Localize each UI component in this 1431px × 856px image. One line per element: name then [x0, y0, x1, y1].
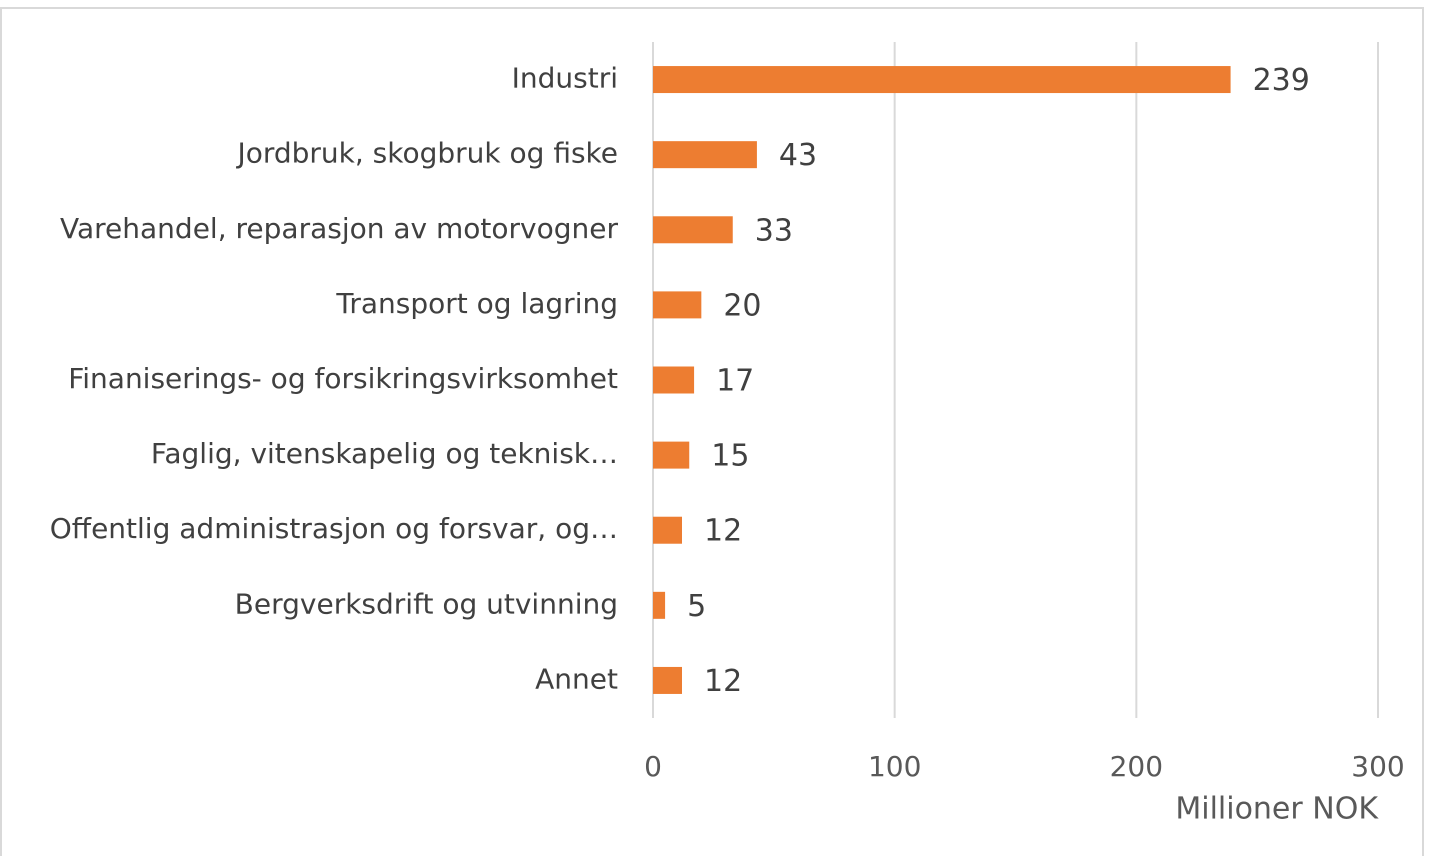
- y-tick-label: Industri: [512, 62, 618, 95]
- bar: [653, 591, 666, 619]
- data-label: 239: [1253, 63, 1310, 98]
- y-tick-label: Finaniserings- og forsikringsvirksomhet: [68, 362, 618, 395]
- chart-border: [0, 7, 1424, 856]
- bar: [653, 366, 695, 394]
- data-label: 33: [755, 213, 793, 248]
- data-label: 12: [704, 664, 742, 699]
- data-label: 5: [687, 589, 706, 624]
- data-label: 12: [704, 514, 742, 549]
- x-tick-label: 300: [1351, 750, 1404, 783]
- y-tick-label: Bergverksdrift og utvinning: [235, 587, 618, 620]
- y-tick-label: Annet: [535, 662, 618, 695]
- x-tick-label: 200: [1110, 750, 1163, 783]
- y-tick-label: Offentlig administrasjon og forsvar, og…: [50, 512, 618, 545]
- bar: [653, 66, 1231, 94]
- data-label: 43: [779, 138, 817, 173]
- data-label: 17: [716, 364, 754, 399]
- x-tick-label: 100: [868, 750, 921, 783]
- bar: [653, 291, 702, 319]
- y-tick-label: Faglig, vitenskapelig og teknisk…: [151, 437, 618, 470]
- x-axis-title: Millioner NOK: [1175, 792, 1379, 827]
- bar: [653, 516, 682, 544]
- data-label: 20: [723, 288, 761, 323]
- bar: [653, 441, 690, 469]
- y-tick-label: Varehandel, reparasjon av motorvogner: [60, 212, 618, 245]
- bar: [653, 666, 682, 694]
- bar: [653, 216, 733, 244]
- data-label: 15: [711, 439, 749, 474]
- y-tick-label: Transport og lagring: [335, 287, 618, 320]
- bar: [653, 141, 757, 169]
- y-tick-label: Jordbruk, skogbruk og fiske: [235, 137, 618, 170]
- x-tick-label: 0: [644, 750, 662, 783]
